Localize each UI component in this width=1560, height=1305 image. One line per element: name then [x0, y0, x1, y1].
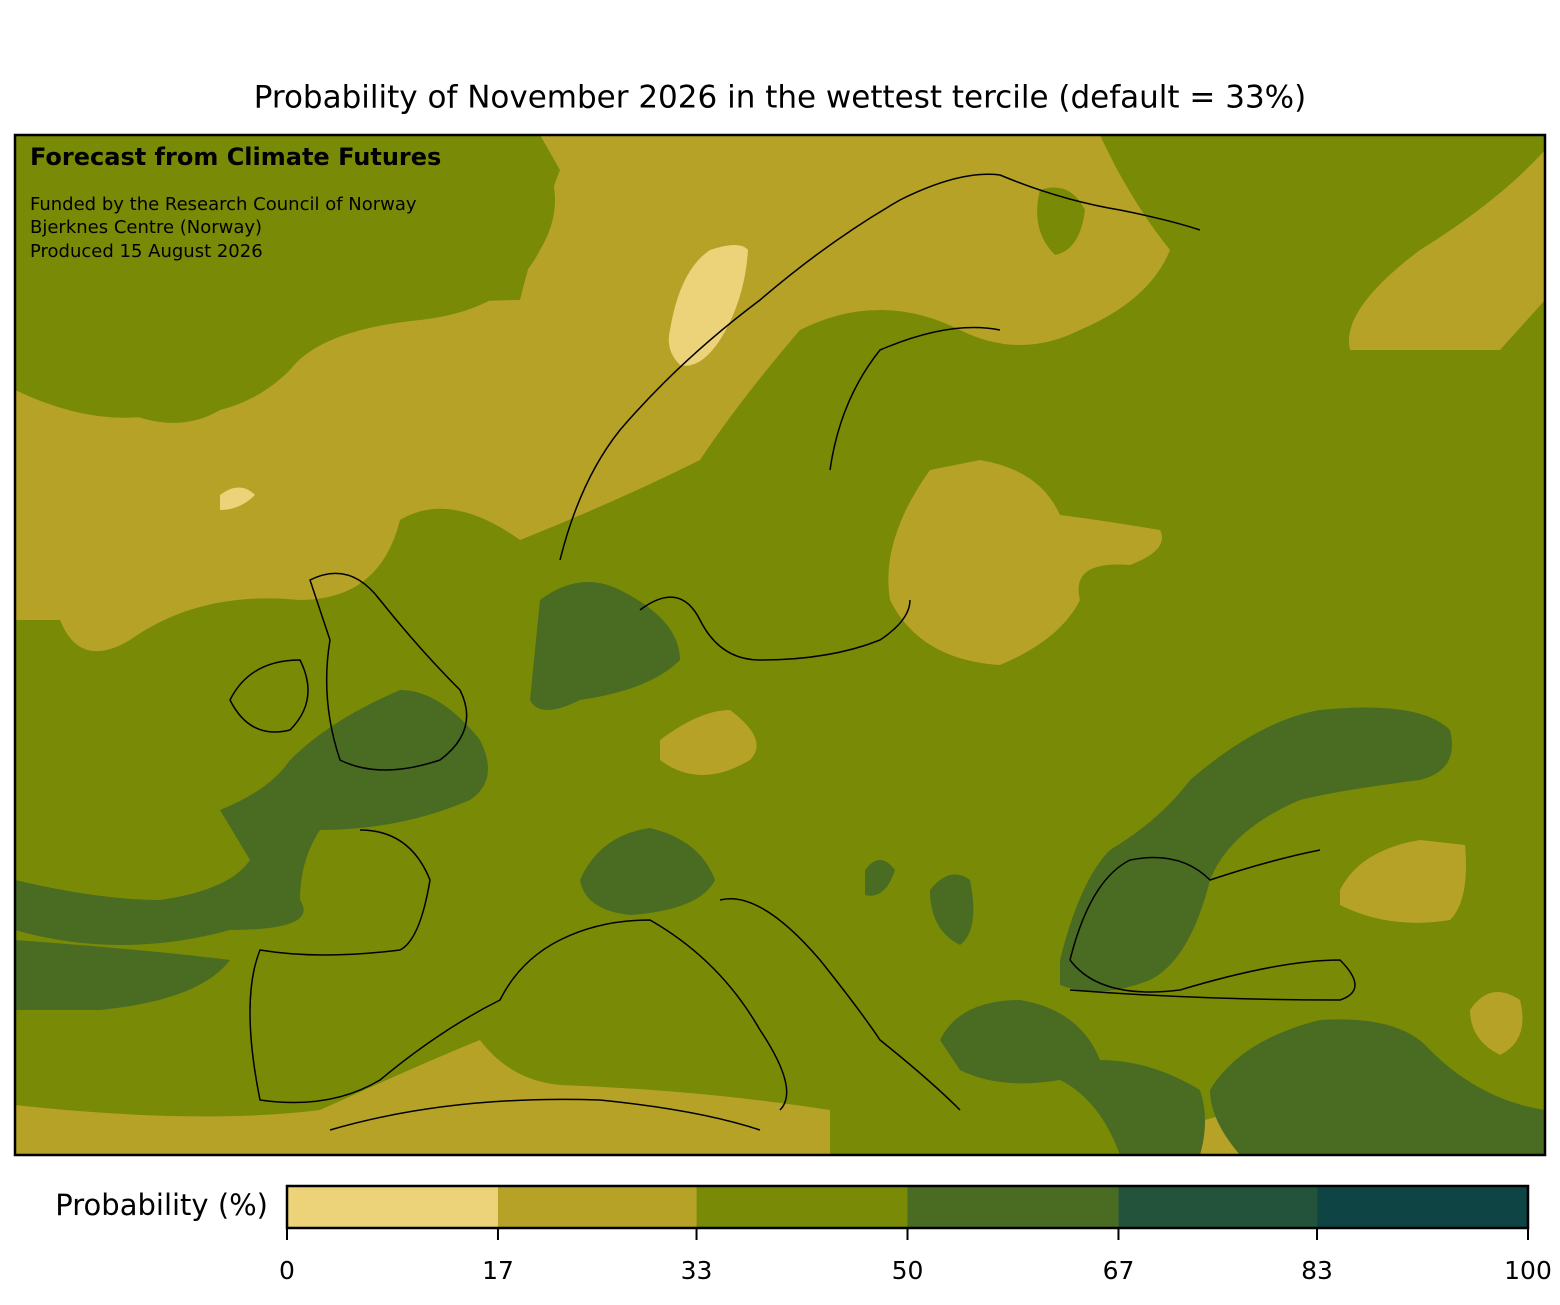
region — [220, 487, 255, 510]
colorbar-segment — [1118, 1186, 1318, 1228]
region — [660, 710, 757, 775]
coastlines — [229, 173, 1356, 1131]
annotation-line: Funded by the Research Council of Norway — [30, 194, 417, 215]
annotation-line: Bjerknes Centre (Norway) — [30, 217, 262, 238]
colorbar-segment — [287, 1186, 498, 1228]
annotation-heading: Forecast from Climate Futures — [30, 143, 441, 171]
region — [1037, 187, 1085, 255]
map-frame — [13, 133, 1547, 1157]
colorbar-segment — [696, 1186, 908, 1228]
region — [530, 582, 680, 710]
region — [15, 940, 230, 1010]
region — [15, 150, 555, 423]
tick-label: 33 — [681, 1256, 713, 1285]
region — [865, 860, 895, 896]
tick-label: 17 — [482, 1256, 514, 1285]
tick-label: 83 — [1301, 1256, 1333, 1285]
region — [930, 874, 974, 945]
colorbar-segment — [1317, 1186, 1528, 1228]
region — [888, 460, 1162, 665]
region — [1470, 992, 1523, 1055]
region — [1060, 707, 1452, 992]
annotation-line: Produced 15 August 2026 — [30, 241, 263, 262]
tick-label: 50 — [892, 1256, 924, 1285]
title: Probability of November 2026 in the wett… — [254, 80, 1306, 116]
colorbar-segment — [907, 1186, 1119, 1228]
region — [580, 828, 715, 915]
region — [1340, 840, 1466, 923]
tick-label: 100 — [1504, 1256, 1552, 1285]
region — [940, 1000, 1205, 1155]
region — [668, 245, 748, 366]
map — [15, 135, 1545, 1155]
tick-label: 0 — [279, 1256, 295, 1285]
region — [15, 135, 1170, 652]
colorbar-segment — [497, 1186, 697, 1228]
colorbar: 0 17 33 50 67 83 100 — [279, 1184, 1552, 1285]
tick-label: 67 — [1103, 1256, 1135, 1285]
region — [1348, 150, 1545, 350]
region — [15, 690, 488, 945]
colorbar-label: Probability (%) — [55, 1188, 268, 1222]
region — [1210, 1019, 1545, 1155]
region — [15, 1040, 830, 1155]
